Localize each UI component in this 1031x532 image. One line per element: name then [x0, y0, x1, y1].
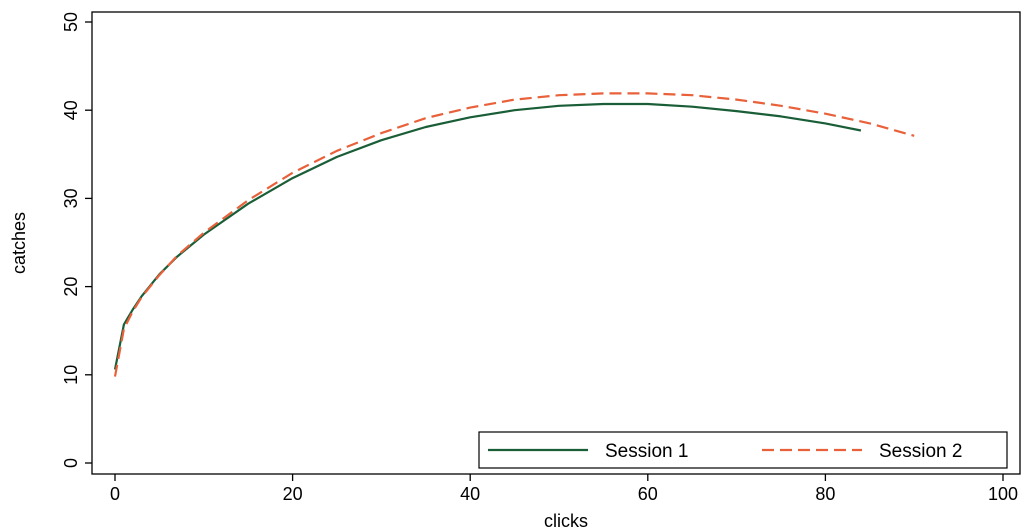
legend-label-2: Session 2 [879, 441, 962, 462]
x-axis-label: clicks [544, 511, 588, 531]
x-tick-label: 60 [638, 484, 658, 504]
x-tick-label: 80 [815, 484, 835, 504]
plot-frame [91, 11, 1021, 475]
series-line-1 [113, 102, 862, 370]
y-tick-label: 30 [61, 188, 81, 208]
x-tick-label: 0 [110, 484, 120, 504]
plot-border [91, 11, 1021, 475]
x-tick-label: 20 [283, 484, 303, 504]
y-tick-label: 50 [61, 12, 81, 32]
legend: Session 1 Session 2 [478, 431, 1008, 469]
x-tick-label: 100 [988, 484, 1018, 504]
y-axis-label: catches [9, 212, 29, 274]
y-tick-label: 10 [61, 365, 81, 385]
series-layer [113, 92, 915, 377]
y-tick-label: 40 [61, 100, 81, 120]
y-axis: 0 10 20 30 40 50 [61, 12, 92, 468]
x-axis: 0 20 40 60 80 100 [110, 474, 1018, 504]
y-tick-label: 20 [61, 277, 81, 297]
y-tick-label: 0 [61, 458, 81, 468]
series-line-2 [113, 92, 915, 377]
x-tick-label: 40 [460, 484, 480, 504]
legend-label-1: Session 1 [605, 441, 688, 462]
